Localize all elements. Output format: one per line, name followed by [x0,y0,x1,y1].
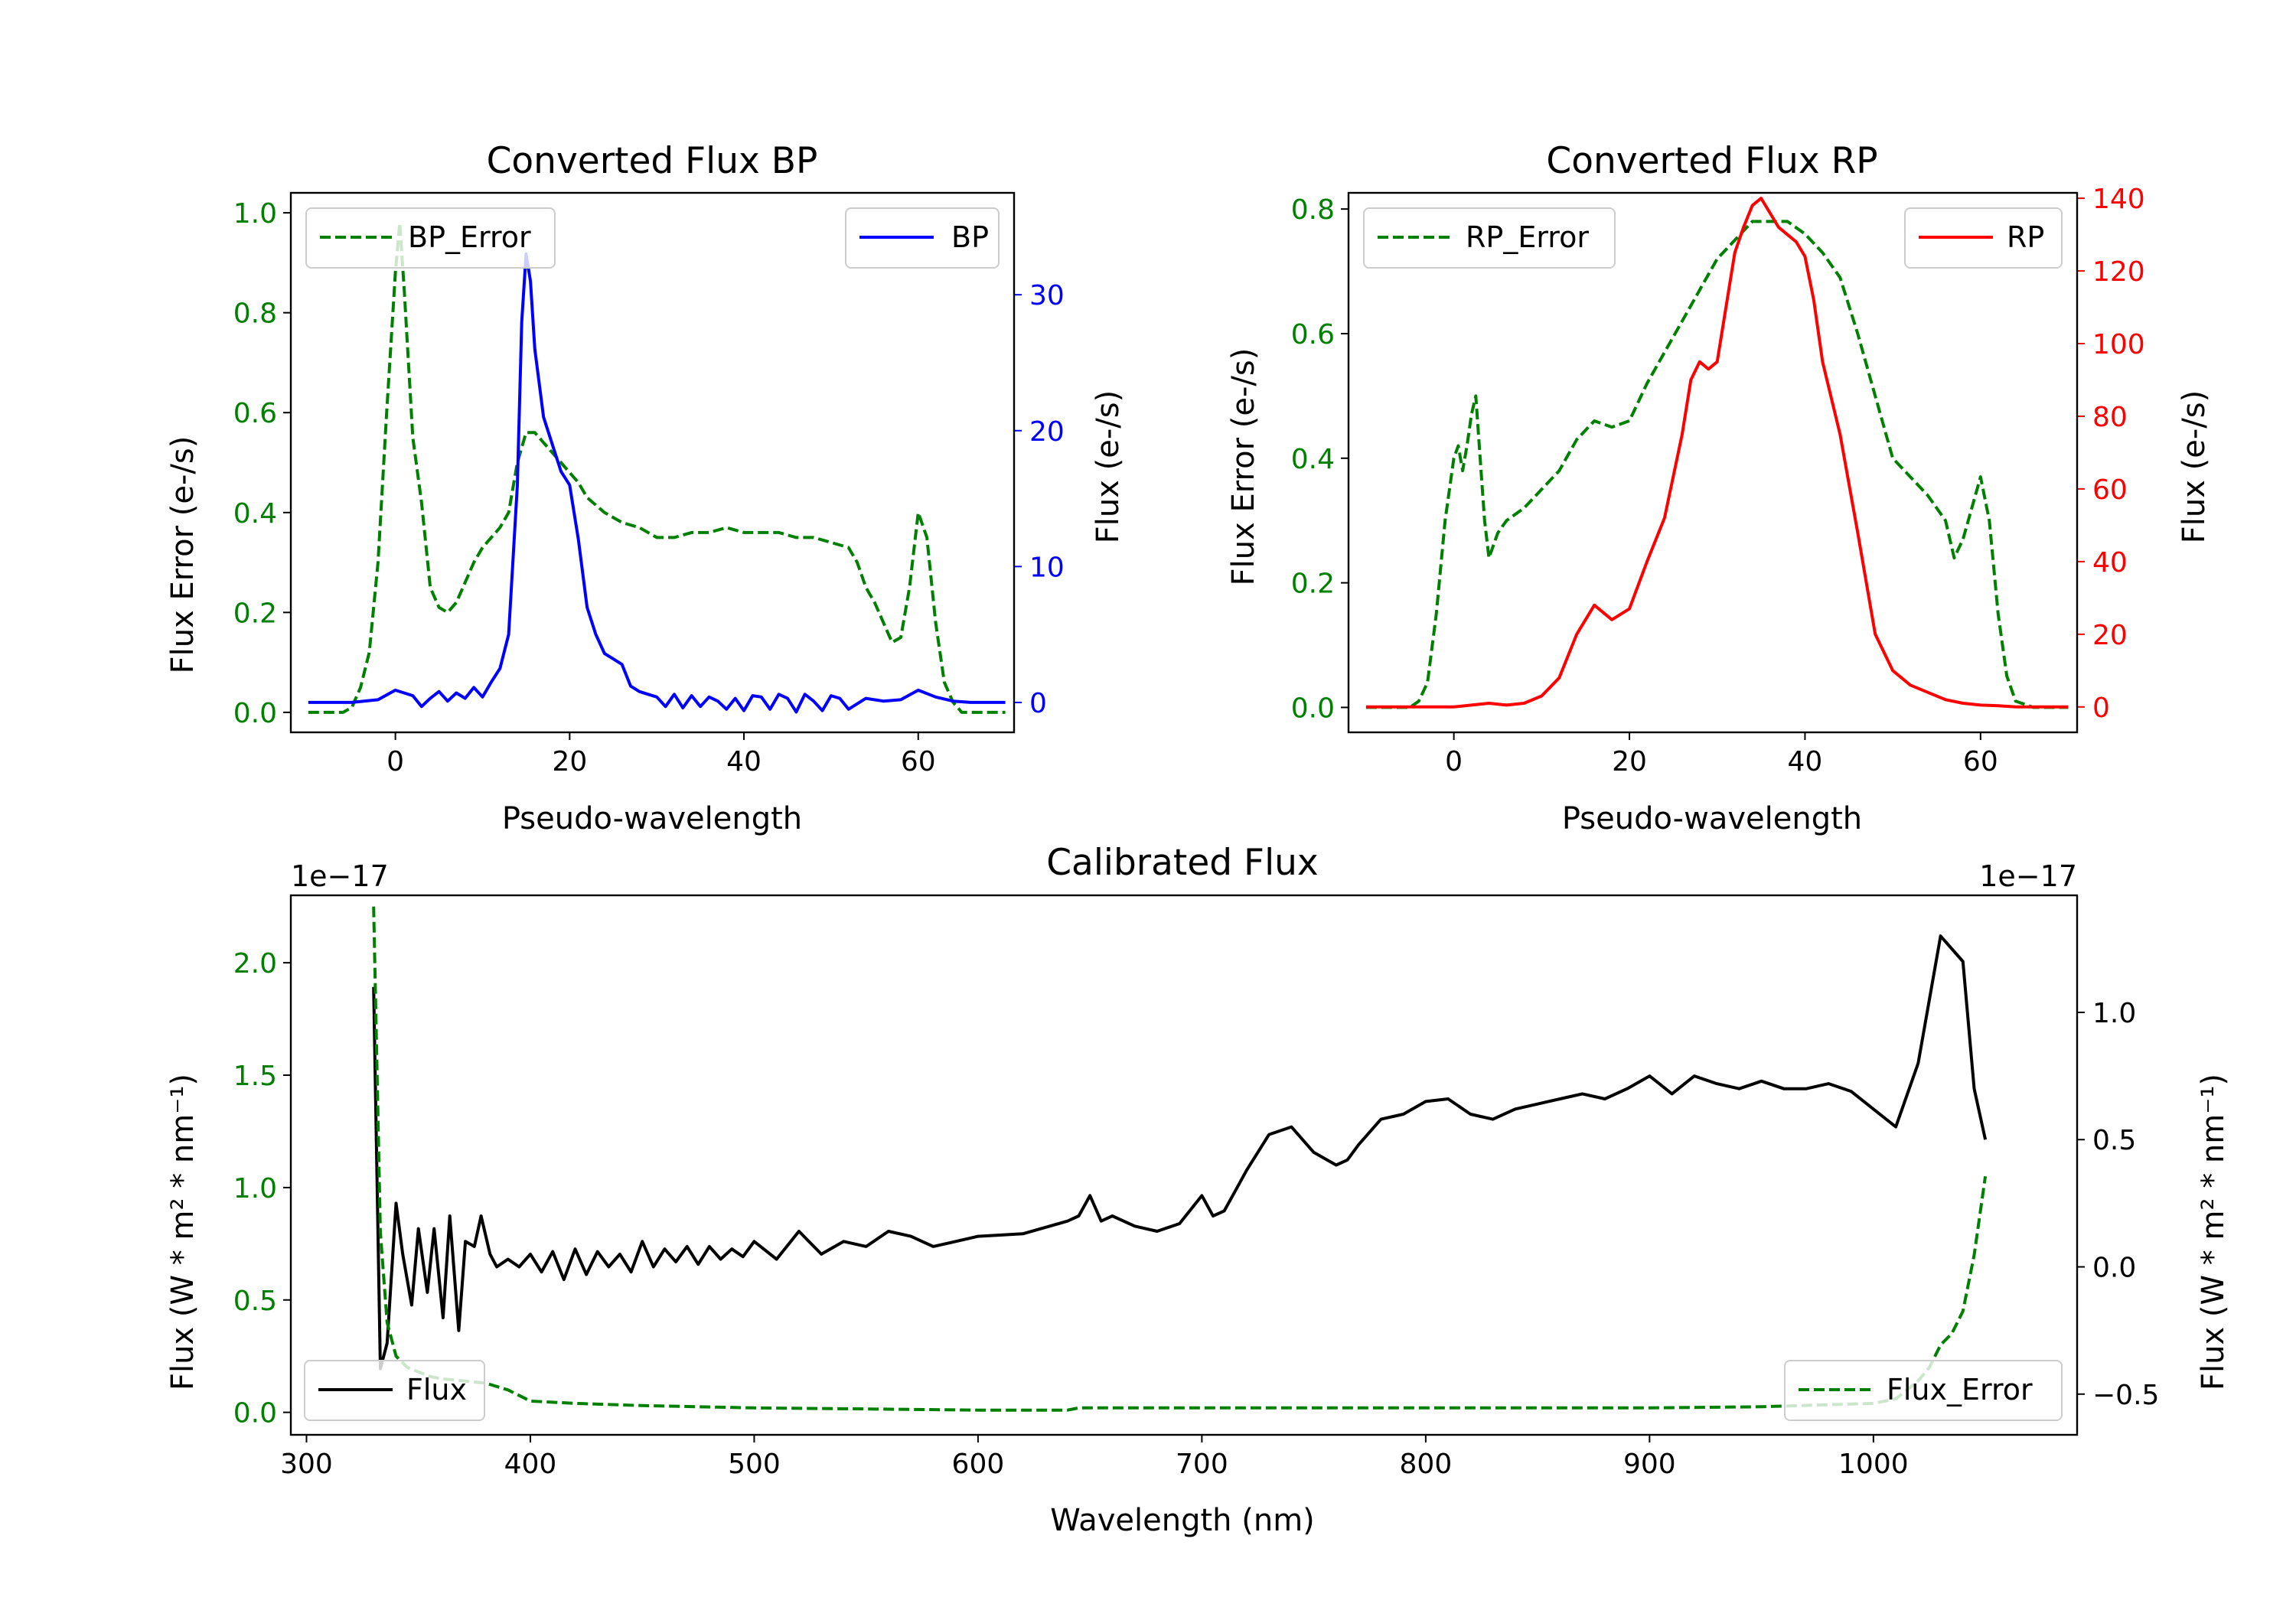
x-tick-label: 40 [726,746,762,777]
legend-flux: Flux [304,1360,485,1421]
y-tick-right-label: 40 [2092,547,2128,579]
y-tick-left-label: 0.8 [233,298,277,330]
legend-label: BP_Error [408,220,531,254]
chart-title: Converted Flux BP [487,140,818,182]
y-tick-left-label: 1.0 [233,198,277,230]
legend-bp: BP [845,207,1000,269]
y-tick-left-label: 1.0 [233,1173,277,1204]
y-axis-right-title: Flux (e-/s) [1091,390,1126,543]
y-tick-right-label: 10 [1029,552,1065,583]
x-tick-label: 300 [280,1449,333,1480]
x-tick-label: 20 [1612,746,1647,777]
series-line-flux [372,934,1988,1371]
y-tick-left-label: 0.6 [233,398,277,429]
y-tick-right-label: 60 [2092,474,2128,506]
y-axis-right-multiplier: 1e−17 [1979,859,2077,893]
plot-frame [1347,191,2079,734]
y-tick-right-label: 20 [1029,416,1065,448]
chart-converted-flux-rp: Converted Flux RP Pseudo-wavelength Flux… [1226,140,2212,836]
x-tick-label: 1000 [1838,1449,1909,1480]
series-line-rp [1365,197,2069,709]
y-tick-left-label: 1.5 [233,1061,277,1092]
y-tick-right-label: 80 [2092,402,2128,433]
y-axis-left-title: Flux Error (e-/s) [165,436,201,674]
y-tick-right-label: 140 [2092,184,2145,215]
y-tick-left-label: 0.2 [1291,569,1335,600]
y-tick-left-label: 0.5 [233,1286,277,1317]
legend-label: Flux_Error [1887,1373,2033,1407]
y-tick-right-label: 0 [2092,693,2110,724]
x-tick-label: 20 [552,746,587,777]
x-tick-label: 800 [1400,1449,1453,1480]
legend-label: BP [951,220,989,254]
legend-rp-error: RP_Error [1363,207,1616,269]
y-axis-right-title: Flux (W * m² * nm⁻¹) [2196,1074,2231,1390]
x-tick-label: 400 [504,1449,557,1480]
x-tick-label: 0 [386,746,404,777]
x-tick-label: 60 [901,746,936,777]
y-tick-right-label: 0.0 [2092,1253,2136,1284]
plot-frame [289,191,1016,734]
y-tick-left-label: 0.8 [1291,194,1335,226]
y-tick-right-label: 20 [2092,620,2128,651]
y-axis-right-title: Flux (e-/s) [2177,390,2212,543]
y-axis-left-title: Flux Error (e-/s) [1226,348,1261,586]
legend-rp: RP [1904,207,2063,269]
x-tick-label: 700 [1176,1449,1228,1480]
x-tick-label: 0 [1445,746,1463,777]
legend-flux-error: Flux_Error [1784,1360,2063,1421]
legend-label: Flux [406,1373,467,1407]
chart-title: Calibrated Flux [1046,842,1319,884]
chart-converted-flux-bp: Converted Flux BP Pseudo-wavelength Flux… [165,140,1126,836]
series-line-rp-error [1365,220,2069,709]
y-tick-left-label: 0.2 [233,598,277,629]
x-axis-title: Pseudo-wavelength [1562,801,1862,836]
chart-calibrated-flux: Calibrated Flux Wavelength (nm) Flux (W … [165,842,2231,1538]
plot-frame [289,894,2079,1436]
y-axis-left-multiplier: 1e−17 [291,859,389,893]
series-line-bp [308,252,1006,714]
y-axis-left-title: Flux (W * m² * nm⁻¹) [165,1074,201,1390]
y-tick-left-label: 0.0 [233,698,277,729]
y-tick-left-label: 0.0 [1291,693,1335,724]
x-tick-label: 500 [728,1449,781,1480]
y-tick-right-label: 0 [1029,688,1047,719]
y-tick-right-label: 100 [2092,329,2145,360]
y-tick-right-label: 30 [1029,280,1065,311]
x-axis-title: Wavelength (nm) [1050,1503,1315,1538]
x-tick-label: 40 [1788,746,1823,777]
y-tick-left-label: 0.4 [233,498,277,530]
chart-title: Converted Flux RP [1546,140,1877,182]
x-axis-title: Pseudo-wavelength [502,801,802,836]
y-tick-right-label: −0.5 [2092,1380,2159,1411]
y-tick-left-label: 2.0 [233,948,277,980]
series-line-bp-error [308,221,1006,714]
x-tick-label: 600 [952,1449,1005,1480]
y-tick-right-label: 0.5 [2092,1125,2136,1156]
x-tick-label: 900 [1623,1449,1676,1480]
legend-label: RP_Error [1466,220,1589,254]
x-tick-label: 60 [1963,746,1998,777]
y-tick-left-label: 0.6 [1291,319,1335,350]
y-tick-right-label: 1.0 [2092,998,2136,1029]
legend-bp-error: BP_Error [305,207,556,269]
y-tick-left-label: 0.0 [233,1398,277,1429]
legend-label: RP [2007,220,2044,254]
y-tick-left-label: 0.4 [1291,444,1335,475]
y-tick-right-label: 120 [2092,256,2145,288]
